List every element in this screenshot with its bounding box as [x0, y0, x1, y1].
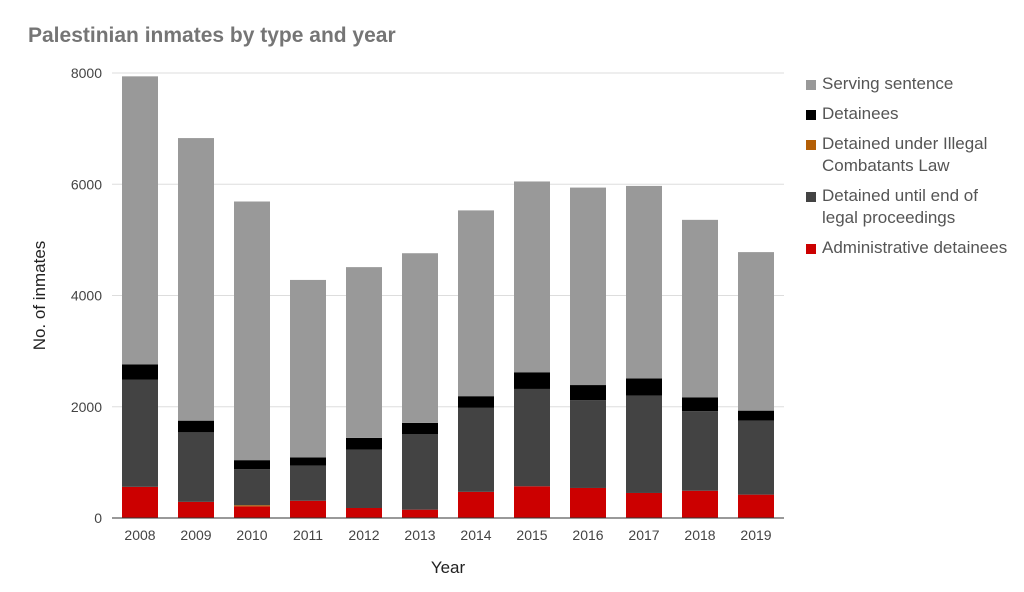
legend: Serving sentence Detainees Detained under …	[806, 73, 1018, 267]
bar-segment	[570, 400, 606, 488]
bar-segment	[178, 432, 214, 502]
legend-swatch	[806, 80, 816, 90]
x-tick-label: 2016	[572, 527, 603, 543]
legend-swatch	[806, 244, 816, 254]
bar-segment	[738, 252, 774, 411]
bar-segment	[122, 76, 158, 365]
bar-segment	[178, 420, 214, 433]
legend-swatch	[806, 192, 816, 202]
x-tick-label: 2013	[404, 527, 435, 543]
bar-segment	[346, 507, 382, 518]
bar-segment	[738, 494, 774, 518]
x-tick-label: 2014	[460, 527, 491, 543]
bar-segment	[738, 410, 774, 421]
chart-title: Palestinian inmates by type and year	[28, 24, 396, 47]
legend-label: Detained until end of legal proceedings	[822, 186, 978, 227]
bar-segment	[626, 378, 662, 396]
bar-segment	[234, 201, 270, 461]
gridlines	[112, 72, 784, 408]
legend-label: Administrative detainees	[822, 238, 1008, 257]
legend-swatch	[806, 110, 816, 120]
bar-segment	[682, 397, 718, 412]
bar-segment	[346, 449, 382, 508]
y-tick-label: 8000	[71, 65, 102, 81]
bar-segment	[290, 457, 326, 466]
axes: 0 2000 4000 6000 8000 2008 2009 2010 2011 2012 201…	[71, 65, 784, 543]
x-tick-label: 2009	[180, 527, 211, 543]
legend-label: Detained under Illegal Combatants Law	[822, 134, 988, 175]
bar-segment	[458, 396, 494, 408]
bar-segment	[122, 486, 158, 518]
x-tick-label: 2017	[628, 527, 659, 543]
legend-label: Detainees	[822, 104, 899, 123]
bar-segment	[514, 486, 550, 518]
bar-segment	[458, 210, 494, 397]
bar-segment	[458, 491, 494, 518]
bar-segment	[122, 379, 158, 487]
legend-item: Administrative detainees	[806, 237, 1018, 259]
bar-segment	[234, 506, 270, 518]
bar-segment	[290, 279, 326, 458]
bar-segment	[514, 372, 550, 389]
legend-item: Detainees	[806, 103, 1018, 125]
bar-segment	[402, 253, 438, 423]
x-tick-label: 2010	[236, 527, 267, 543]
bar-segment	[626, 492, 662, 518]
bar-segment	[234, 469, 270, 506]
bar-segment	[402, 422, 438, 435]
legend-item: Serving sentence	[806, 73, 1018, 95]
bar-segment	[738, 420, 774, 495]
bar-segment	[234, 505, 270, 507]
x-tick-label: 2015	[516, 527, 547, 543]
x-tick-label: 2008	[124, 527, 155, 543]
bar-segment	[682, 411, 718, 491]
bar-segment	[178, 501, 214, 518]
bar-segment	[626, 395, 662, 493]
bar-segment	[570, 187, 606, 386]
bar-segment	[514, 388, 550, 487]
x-tick-label: 2011	[293, 527, 323, 543]
bar-segment	[402, 509, 438, 518]
x-tick-label: 2019	[740, 527, 771, 543]
bar-segment	[626, 185, 662, 379]
bar-segment	[178, 138, 214, 421]
bar-segment	[346, 267, 382, 438]
bar-segment	[458, 407, 494, 492]
bars	[122, 76, 774, 518]
y-tick-label: 6000	[71, 176, 102, 192]
legend-item: Detained until end of legal proceedings	[806, 185, 1018, 229]
bar-segment	[402, 434, 438, 510]
bar-segment	[514, 181, 550, 373]
bar-segment	[290, 465, 326, 501]
y-tick-label: 4000	[71, 288, 102, 304]
x-tick-label: 2012	[348, 527, 379, 543]
bar-segment	[122, 364, 158, 380]
x-tick-label: 2018	[684, 527, 715, 543]
x-axis-title: Year	[431, 558, 466, 577]
bar-segment	[682, 219, 718, 398]
bar-segment	[290, 500, 326, 518]
bar-segment	[346, 437, 382, 450]
y-tick-label: 2000	[71, 399, 102, 415]
legend-item: Detained under Illegal Combatants Law	[806, 133, 1018, 177]
bar-segment	[570, 487, 606, 518]
y-tick-label: 0	[94, 510, 102, 526]
legend-label: Serving sentence	[822, 74, 954, 93]
bar-segment	[682, 490, 718, 518]
y-axis-title: No. of inmates	[30, 241, 49, 351]
legend-swatch	[806, 140, 816, 150]
bar-segment	[234, 460, 270, 470]
bar-segment	[570, 385, 606, 401]
